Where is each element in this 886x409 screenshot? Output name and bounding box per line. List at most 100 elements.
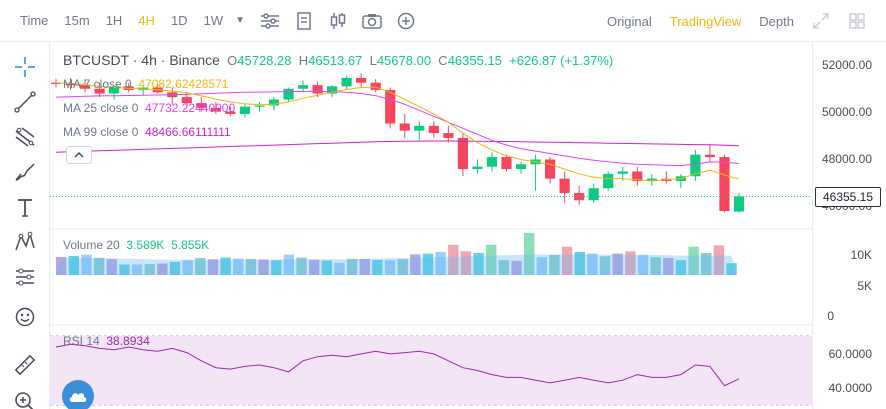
candle-type-icon[interactable] bbox=[327, 10, 349, 32]
zoom-in-icon[interactable] bbox=[10, 387, 40, 409]
candle-body bbox=[370, 82, 381, 90]
pattern-icon[interactable] bbox=[10, 227, 40, 257]
view-depth[interactable]: Depth bbox=[759, 13, 794, 29]
volume-bar bbox=[220, 257, 231, 275]
timeframe-1d[interactable]: 1D bbox=[170, 13, 188, 28]
candle-body bbox=[515, 164, 527, 170]
candle-body bbox=[341, 77, 352, 87]
volume-bar bbox=[68, 255, 80, 275]
volume-bar bbox=[561, 246, 573, 275]
view-tradingview[interactable]: TradingView bbox=[669, 13, 742, 29]
candle-body bbox=[385, 89, 396, 124]
candle-body bbox=[297, 85, 309, 89]
cloud-icon bbox=[69, 393, 87, 402]
volume-bar bbox=[460, 251, 472, 275]
volume-bar bbox=[701, 252, 712, 275]
chart-app-fab-button[interactable] bbox=[62, 380, 94, 409]
fib-retracement-icon[interactable] bbox=[10, 122, 40, 152]
candle-body bbox=[486, 157, 498, 167]
brush-icon[interactable] bbox=[10, 157, 40, 187]
volume-tick: 0 bbox=[827, 309, 834, 323]
template-icon[interactable] bbox=[293, 10, 315, 32]
ma25-legend[interactable]: MA 25 close 0 47732.22440000 bbox=[63, 101, 236, 115]
volume-bar bbox=[245, 258, 257, 275]
collapse-legend-button[interactable] bbox=[66, 146, 92, 164]
last-price-tag: 46355.15 bbox=[815, 187, 881, 207]
candle-body bbox=[443, 133, 454, 138]
close-value: 46355.15 bbox=[447, 53, 502, 68]
candle-body bbox=[356, 77, 367, 83]
fullscreen-icon[interactable] bbox=[812, 12, 830, 30]
view-original[interactable]: Original bbox=[606, 13, 652, 29]
volume-bar bbox=[106, 259, 117, 275]
candle-body bbox=[501, 157, 512, 170]
indicator-settings-icon[interactable] bbox=[259, 10, 281, 32]
candle-body bbox=[239, 106, 251, 114]
volume-bar bbox=[283, 254, 295, 275]
screenshot-camera-icon[interactable] bbox=[361, 10, 383, 32]
chart-topbar: Time 15m 1H 4H 1D 1W ▼ Original TradingV… bbox=[0, 0, 886, 42]
volume-bar bbox=[157, 263, 168, 275]
timeframe-1h[interactable]: 1H bbox=[105, 13, 123, 28]
candle-body bbox=[414, 125, 425, 131]
volume-value-2: 5.855K bbox=[171, 238, 210, 252]
volume-bar bbox=[296, 257, 307, 275]
candle-body bbox=[603, 173, 614, 189]
text-tool-icon[interactable] bbox=[10, 192, 40, 222]
candle-body bbox=[719, 157, 730, 212]
volume-bar bbox=[384, 260, 396, 275]
volume-legend[interactable]: Volume 20 3.589K 5.855K bbox=[63, 238, 210, 252]
volume-bar bbox=[713, 245, 725, 275]
crosshair-icon[interactable] bbox=[10, 52, 40, 82]
candle-body bbox=[574, 193, 585, 201]
candle-body bbox=[283, 88, 294, 100]
layout-grid-icon[interactable] bbox=[848, 12, 866, 30]
volume-bar bbox=[422, 253, 434, 275]
candlestick-chart[interactable] bbox=[50, 42, 812, 409]
volume-bar bbox=[486, 244, 497, 275]
timeframe-15m[interactable]: 15m bbox=[64, 13, 90, 28]
volume-value-1: 3.589K bbox=[126, 238, 165, 252]
trend-line-icon[interactable] bbox=[10, 87, 40, 117]
rsi-tick: 40.0000 bbox=[828, 381, 872, 395]
ma7-legend[interactable]: MA 7 close 0 47082.62428571 bbox=[63, 77, 229, 91]
candle-body bbox=[457, 137, 468, 170]
volume-bar bbox=[498, 260, 510, 275]
volume-tick: 10K bbox=[850, 248, 872, 262]
volume-bar bbox=[93, 257, 105, 275]
emoji-icon[interactable] bbox=[10, 302, 40, 332]
price-tick: 50000.00 bbox=[821, 105, 872, 119]
volume-bar bbox=[81, 254, 92, 275]
change-value: +626.87 (+1.37%) bbox=[509, 53, 614, 68]
volume-bar bbox=[308, 259, 320, 275]
volume-bar bbox=[258, 259, 269, 275]
candle-body bbox=[79, 85, 91, 89]
ma99-legend[interactable]: MA 99 close 0 48466.66111111 bbox=[63, 125, 231, 139]
candle-body bbox=[632, 171, 643, 182]
ma25-value: 47732.22440000 bbox=[145, 101, 236, 115]
candle-body bbox=[254, 105, 265, 107]
chevron-up-icon bbox=[74, 152, 84, 158]
more-timeframes-dropdown-icon[interactable]: ▼ bbox=[235, 15, 245, 26]
ruler-icon[interactable] bbox=[10, 350, 40, 380]
timeframe-time[interactable]: Time bbox=[20, 13, 49, 28]
volume-bar bbox=[536, 257, 548, 275]
measure-icon[interactable] bbox=[10, 262, 40, 292]
candle-body bbox=[312, 85, 323, 94]
volume-bar bbox=[410, 254, 421, 275]
volume-bar bbox=[207, 259, 219, 275]
ma99-line bbox=[55, 140, 740, 153]
timeframe-4h[interactable]: 4H bbox=[138, 13, 155, 28]
candle-body bbox=[109, 86, 120, 94]
add-indicator-plus-icon[interactable] bbox=[395, 10, 417, 32]
volume-tick: 5K bbox=[857, 279, 872, 293]
high-value: 46513.67 bbox=[308, 53, 363, 68]
volume-bar bbox=[574, 252, 585, 275]
volume-bar bbox=[511, 260, 522, 275]
rsi-legend[interactable]: RSI 14 38.8934 bbox=[63, 334, 150, 348]
volume-bar bbox=[612, 253, 623, 275]
volume-bar bbox=[131, 264, 143, 275]
volume-bar bbox=[56, 256, 67, 275]
timeframe-1w[interactable]: 1W bbox=[203, 13, 224, 28]
rsi-tick: 60.0000 bbox=[828, 347, 872, 361]
